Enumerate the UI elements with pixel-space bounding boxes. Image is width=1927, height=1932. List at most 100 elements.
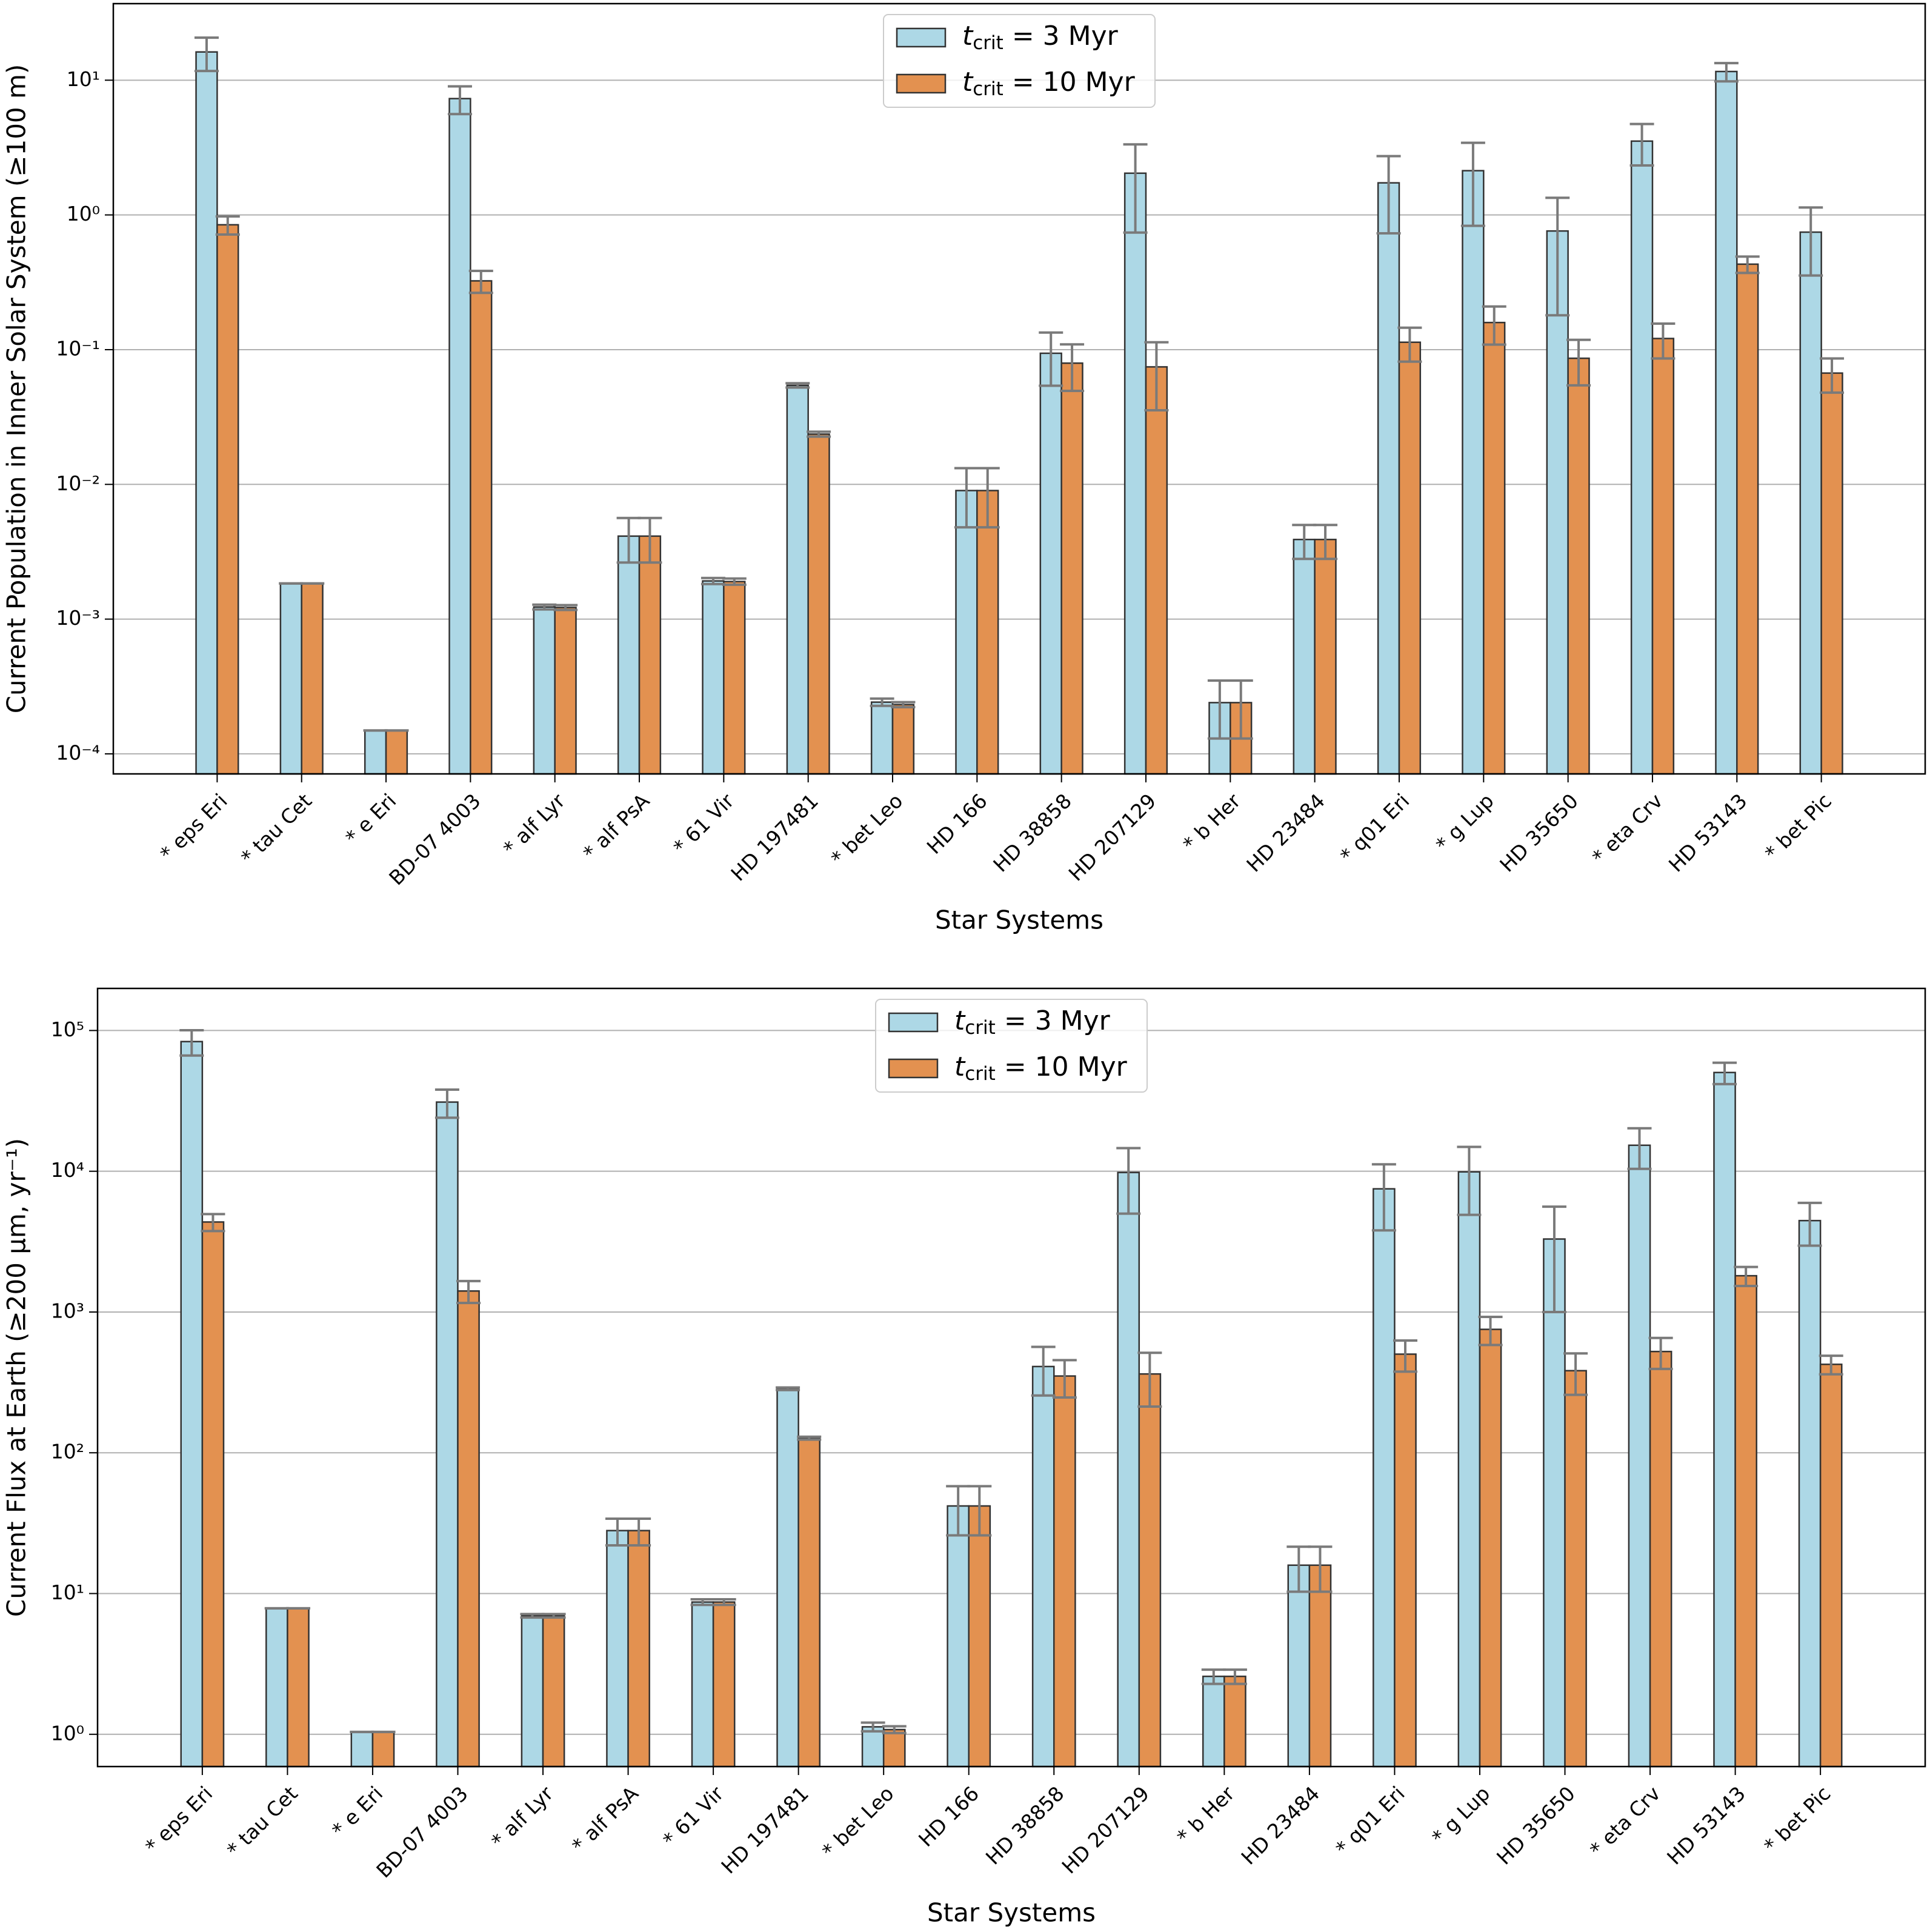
y-tick-label: 10⁻⁴ [56, 741, 100, 764]
error-bar [434, 1088, 459, 1119]
bar [891, 704, 915, 775]
bar [797, 1437, 821, 1768]
legend-label-part: crit [973, 78, 1003, 100]
bar [448, 98, 471, 775]
x-tick-label: HD 166 [922, 789, 992, 859]
error-bar [1819, 1354, 1843, 1376]
y-tick-label: 10⁻¹ [56, 336, 100, 360]
bar [723, 581, 746, 775]
error-bar [1123, 143, 1148, 234]
bar [301, 582, 324, 775]
x-tick-label: * bet Pic [1760, 789, 1836, 865]
bar [371, 1731, 395, 1768]
y-tick-label: 10⁻² [56, 471, 100, 495]
bar [1630, 140, 1654, 775]
bar [691, 1601, 714, 1768]
bar [216, 224, 239, 775]
error-bar [1566, 338, 1591, 387]
bar [470, 280, 493, 775]
error-bar [1292, 524, 1317, 561]
error-bar [1734, 1265, 1759, 1288]
error-bar [1629, 122, 1654, 167]
bar [627, 1530, 650, 1768]
bar [1394, 1353, 1417, 1768]
error-bar [1820, 357, 1845, 394]
error-bar [954, 467, 979, 529]
bar [968, 1505, 991, 1768]
bar [1715, 70, 1738, 775]
error-bar [1228, 679, 1253, 740]
bar [1819, 1364, 1843, 1768]
x-tick-label: HD 207129 [1057, 1782, 1154, 1879]
legend-label-part: = 3 Myr [1003, 21, 1119, 52]
legend-label: tcrit = 10 Myr [954, 1051, 1128, 1085]
legend-label: tcrit = 3 Myr [962, 21, 1119, 54]
error-bar [1799, 206, 1823, 277]
error-bar [1222, 1668, 1247, 1685]
error-bar [637, 516, 662, 564]
x-tick-label: HD 38858 [981, 1782, 1069, 1870]
x-tick-label: * alf PsA [567, 1781, 643, 1857]
bar [265, 1607, 288, 1768]
bar [1820, 372, 1843, 775]
error-bar [605, 1517, 630, 1547]
error-bar [1482, 305, 1506, 346]
bar [350, 1731, 374, 1768]
error-bar [1207, 679, 1232, 740]
x-tick-label: * alf Lyr [499, 789, 570, 861]
bar [1060, 362, 1083, 775]
x-tick-label: * 61 Vir [668, 788, 739, 859]
error-bar [215, 215, 240, 236]
bar [1123, 172, 1147, 775]
bar [861, 1726, 885, 1768]
bar [1145, 366, 1168, 775]
bar [617, 535, 641, 775]
legend-box [883, 14, 1156, 108]
bar [436, 1101, 459, 1768]
y-tick-label: 10⁵ [51, 1018, 84, 1041]
x-tick-label: * 61 Vir [658, 1781, 728, 1851]
legend-swatch [896, 73, 947, 94]
x-tick-label: * e Eri [327, 1782, 387, 1842]
error-bar [1563, 1352, 1588, 1396]
x-tick-label: * bet Leo [827, 789, 908, 870]
bar [180, 1041, 204, 1768]
x-tick-label: * b Her [1178, 789, 1245, 856]
error-bar [1651, 322, 1676, 360]
x-tick-label: * eps Eri [141, 1782, 217, 1858]
error-bar [1286, 1545, 1311, 1593]
error-bar [797, 1435, 822, 1441]
error-bar [1376, 155, 1401, 235]
legend-label-part: t [962, 67, 974, 98]
x-tick-label: HD 35650 [1492, 1782, 1580, 1870]
error-bar [785, 382, 810, 389]
error-bar [1144, 341, 1169, 411]
x-axis-label: Star Systems [935, 905, 1103, 935]
bar [1031, 1365, 1055, 1768]
bar [1798, 1219, 1822, 1768]
x-tick-label: * g Lup [1427, 1782, 1494, 1849]
bar [638, 535, 662, 775]
x-tick-label: HD 207129 [1064, 789, 1161, 886]
bar [542, 1614, 565, 1768]
legend-swatch [888, 1058, 939, 1079]
error-bar [975, 467, 1000, 529]
bar [1543, 1238, 1566, 1768]
error-bar [520, 1613, 545, 1619]
error-bar [1371, 1163, 1396, 1232]
x-tick-label: HD 23484 [1242, 789, 1330, 877]
bar [1457, 1171, 1481, 1768]
bar [1564, 1370, 1587, 1768]
y-tick-label: 10¹ [51, 1581, 84, 1604]
x-tick-label: BD-07 4003 [371, 1782, 472, 1882]
legend-swatch [896, 27, 947, 48]
x-tick-label: HD 197481 [726, 789, 823, 886]
error-bar [447, 85, 472, 116]
error-bar [541, 1613, 566, 1619]
x-tick-label: HD 197481 [716, 1782, 813, 1879]
x-tick-label: * eps Eri [156, 789, 232, 865]
bar [955, 490, 978, 775]
bar [976, 490, 999, 775]
legend-swatch [888, 1012, 939, 1033]
